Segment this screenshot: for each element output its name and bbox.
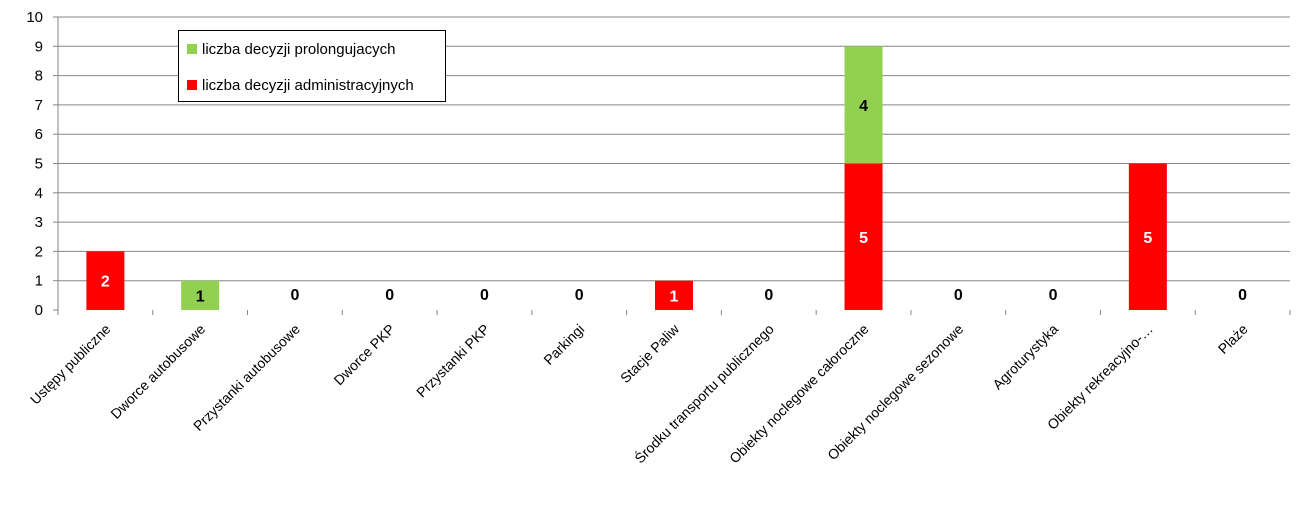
x-tick-label: Przystanki autobusowe — [190, 321, 303, 434]
x-tick-label: Stacje Paliw — [617, 320, 683, 386]
legend-swatch-red — [187, 80, 197, 90]
x-tick-label: Plaże — [1215, 321, 1251, 357]
y-tick-label: 4 — [35, 185, 43, 202]
data-label: 0 — [385, 287, 394, 304]
x-tick-label: Agroturystyka — [989, 321, 1061, 393]
data-label: 0 — [575, 287, 584, 304]
x-tick-label: Parkingi — [540, 321, 587, 368]
legend-label: liczba decyzji administracyjnych — [202, 76, 414, 94]
x-tick-label: Dworce autobusowe — [107, 321, 208, 422]
y-tick-label: 2 — [35, 243, 43, 260]
y-tick-label: 8 — [35, 68, 43, 85]
legend-item-administracyjne: liczba decyzji administracyjnych — [187, 75, 414, 95]
data-label: 1 — [670, 288, 679, 305]
legend-label: liczba decyzji prolongujacych — [202, 40, 396, 58]
data-label: 0 — [1238, 287, 1247, 304]
y-tick-label: 1 — [35, 273, 43, 290]
bar-administracyjne — [655, 280, 693, 310]
data-label: 0 — [1049, 287, 1058, 304]
data-label: 5 — [859, 230, 868, 247]
y-tick-label: 7 — [35, 97, 43, 114]
bar-administracyjne — [1128, 163, 1167, 310]
y-tick-label: 5 — [35, 156, 43, 173]
data-label: 5 — [1143, 230, 1152, 247]
data-label: 4 — [859, 98, 868, 115]
y-tick-label: 6 — [35, 126, 43, 143]
y-tick-label: 0 — [35, 302, 43, 319]
bar-administracyjne — [86, 251, 125, 310]
y-tick-label: 10 — [26, 9, 43, 26]
data-label: 0 — [480, 287, 489, 304]
x-tick-label: Przystanki PKP — [413, 321, 493, 401]
y-tick-label: 3 — [35, 214, 43, 231]
bar-prolongujace — [844, 46, 883, 164]
data-label: 0 — [764, 287, 773, 304]
bar-prolongujace — [181, 280, 220, 310]
y-tick-label: 9 — [35, 38, 43, 55]
legend-item-prolongujace: liczba decyzji prolongujacych — [187, 39, 395, 59]
data-label: 2 — [101, 274, 110, 291]
bar-administracyjne — [844, 163, 883, 310]
legend-swatch-green — [187, 44, 197, 54]
x-tick-label: Obiekty rekreacyjno-… — [1044, 321, 1156, 433]
x-tick-label: Ustępy publiczne — [27, 321, 114, 408]
legend: liczba decyzji prolongujacych liczba dec… — [178, 30, 446, 102]
data-label: 0 — [290, 287, 299, 304]
x-tick-label: Dworce PKP — [330, 321, 397, 388]
data-label: 0 — [954, 287, 963, 304]
data-label: 1 — [196, 288, 205, 305]
